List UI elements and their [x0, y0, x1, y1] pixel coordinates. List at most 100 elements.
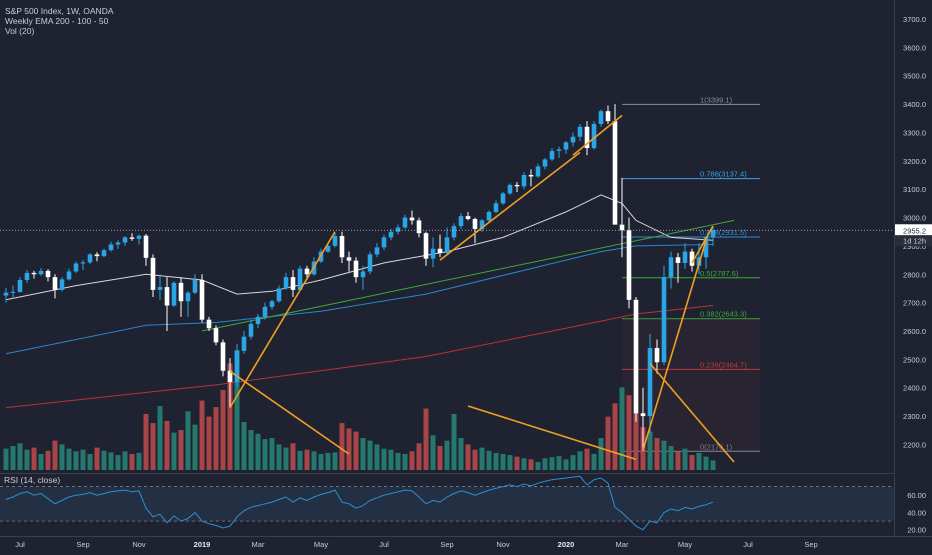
fib-level-label: 0.618(2931.5) — [700, 228, 747, 237]
volume-bar — [710, 460, 716, 470]
volume-bar — [577, 451, 583, 470]
green-trendline — [201, 219, 735, 332]
price-axis-tick: 3000.0 — [903, 214, 926, 223]
candle-body — [661, 277, 667, 363]
fib-level-label: 0.786(3137.4) — [700, 170, 747, 179]
volume-bar — [395, 452, 401, 470]
volume-bar — [101, 450, 107, 470]
volume-bar — [17, 443, 23, 470]
indicator-legend-ema[interactable]: Weekly EMA 200 - 100 - 50 — [5, 16, 109, 26]
candle-body — [626, 230, 632, 300]
candle-body — [563, 142, 569, 150]
volume-bar — [542, 458, 548, 470]
volume-bar — [528, 459, 534, 470]
candle-body — [409, 217, 415, 221]
volume-bar — [584, 448, 590, 470]
candle-body — [374, 247, 380, 255]
candle-body — [528, 175, 534, 177]
time-axis-tick: 2019 — [194, 540, 211, 549]
volume-bar — [521, 458, 527, 470]
candle-body — [591, 123, 597, 149]
candle-body — [619, 224, 625, 231]
volume-bar — [360, 438, 366, 470]
candle-body — [500, 193, 506, 204]
candle-body — [577, 126, 583, 137]
volume-bar — [703, 456, 709, 470]
fib-level-label: 0.382(2643.3) — [700, 310, 747, 319]
candle-body — [199, 279, 205, 320]
price-axis-tick: 2600.0 — [903, 327, 926, 336]
volume-bar — [45, 450, 51, 470]
candle-body — [255, 316, 261, 324]
candle-body — [269, 301, 275, 307]
ema-200-line — [5, 305, 714, 409]
candle-body — [136, 235, 142, 239]
price-axis-tick: 2200.0 — [903, 440, 926, 449]
volume-bar — [66, 448, 72, 470]
volume-bar — [570, 455, 576, 470]
volume-bar — [325, 452, 331, 470]
symbol-title[interactable]: S&P 500 Index, 1W, OANDA — [5, 6, 114, 16]
volume-bar — [479, 447, 485, 470]
candle-body — [10, 291, 16, 293]
candle-body — [570, 136, 576, 143]
rsi-legend[interactable]: RSI (14, close) — [4, 475, 61, 485]
candle-body — [703, 237, 709, 258]
volume-bar — [598, 438, 604, 470]
volume-bar — [304, 449, 310, 470]
candle-body — [262, 306, 268, 317]
candle-body — [493, 203, 499, 212]
volume-bar — [451, 414, 457, 470]
volume-bar — [472, 449, 478, 470]
candle-body — [150, 257, 156, 290]
volume-bar — [367, 440, 373, 470]
candle-body — [479, 220, 485, 229]
candle-body — [430, 248, 436, 259]
time-axis-tick: May — [678, 540, 692, 549]
volume-bar — [549, 457, 555, 470]
volume-bar — [458, 438, 464, 470]
ema-100-line — [5, 244, 714, 355]
price-axis-tick: 3100.0 — [903, 185, 926, 194]
candle-body — [80, 262, 86, 264]
candle-body — [178, 282, 184, 302]
candle-body — [94, 254, 100, 257]
candle-body — [115, 242, 121, 245]
volume-bar — [164, 420, 170, 470]
candle-body — [3, 292, 9, 296]
candle-body — [584, 126, 590, 149]
candle-body — [598, 111, 604, 124]
candle-body — [45, 270, 51, 278]
candle-body — [395, 227, 401, 232]
candle-body — [192, 279, 198, 293]
candle-body — [17, 279, 23, 292]
volume-bar — [59, 444, 65, 470]
fib-level-label: 0(2176.1) — [700, 442, 733, 451]
volume-bar — [689, 455, 695, 470]
indicator-legend-volume[interactable]: Vol (20) — [5, 26, 35, 36]
candle-body — [633, 299, 639, 414]
volume-bar — [73, 451, 79, 470]
volume-bar — [199, 400, 205, 470]
candle-body — [213, 328, 219, 343]
candle-body — [654, 348, 660, 363]
candle-body — [339, 236, 345, 258]
volume-bar — [444, 440, 450, 470]
candle-body — [73, 263, 79, 272]
candle-body — [675, 257, 681, 263]
volume-bar — [416, 443, 422, 470]
price-axis-tick: 2400.0 — [903, 384, 926, 393]
candle-body — [514, 184, 520, 187]
candle-body — [66, 271, 72, 280]
candle-body — [220, 342, 226, 371]
price-trendline — [439, 151, 581, 261]
volume-bar — [402, 454, 408, 470]
price-trendline — [691, 225, 714, 264]
volume-bar — [87, 454, 93, 470]
time-axis-tick: Mar — [252, 540, 265, 549]
candle-body — [157, 287, 163, 290]
volume-bar — [269, 438, 275, 470]
candle-body — [297, 268, 303, 290]
candle-body — [101, 250, 107, 257]
